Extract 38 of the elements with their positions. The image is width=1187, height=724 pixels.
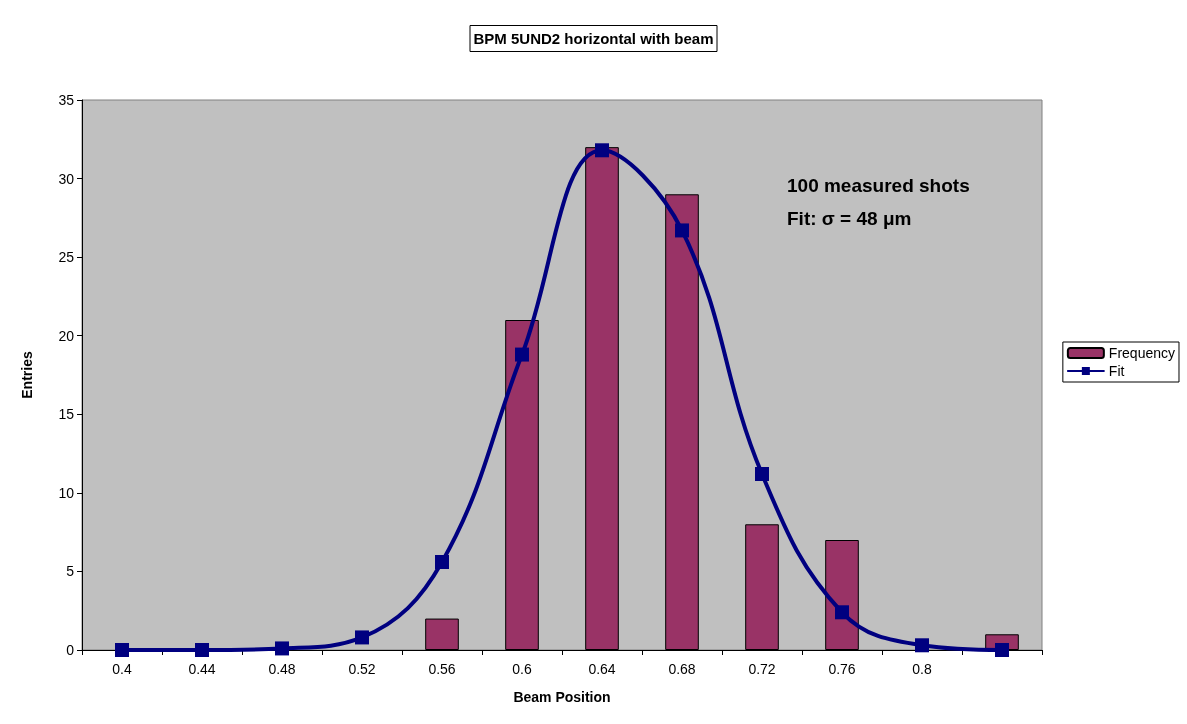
y-tick-label: 5 bbox=[66, 563, 75, 580]
point bbox=[995, 643, 1009, 657]
y-tick-label: 35 bbox=[58, 92, 75, 108]
x-tick-label: 0.52 bbox=[348, 661, 376, 677]
y-tick-label: 15 bbox=[58, 406, 75, 423]
x-tick-label: 0.72 bbox=[748, 661, 776, 677]
legend-label: Fit bbox=[1108, 363, 1125, 379]
annotation: Fit: σ = 48 μm bbox=[787, 208, 912, 229]
point bbox=[195, 643, 209, 657]
x-tick-label: 0.64 bbox=[588, 661, 616, 677]
x-tick-label: 0.48 bbox=[268, 661, 296, 677]
x-tick-label: 0.44 bbox=[188, 661, 216, 677]
y-tick-label: 20 bbox=[58, 327, 75, 344]
y-tick-label: 10 bbox=[58, 484, 75, 501]
y-tick-label: 0 bbox=[66, 642, 75, 658]
point bbox=[595, 143, 609, 158]
chart-title: BPM 5UND2 horizontal with beam bbox=[473, 30, 714, 47]
x-tick-label: 0.8 bbox=[912, 661, 932, 677]
point bbox=[355, 630, 369, 645]
point bbox=[275, 641, 289, 656]
x-tick-label: 0.76 bbox=[828, 661, 856, 677]
y-axis-title: Entries bbox=[19, 351, 35, 399]
x-axis-title: Beam Position bbox=[513, 689, 611, 705]
x-tick-label: 0.56 bbox=[428, 661, 456, 677]
point bbox=[115, 643, 129, 657]
point bbox=[675, 223, 689, 238]
point bbox=[435, 555, 449, 569]
point bbox=[515, 347, 529, 362]
annotation: 100 measured shots bbox=[787, 175, 970, 196]
y-tick-label: 25 bbox=[58, 249, 75, 266]
x-tick-label: 0.4 bbox=[112, 661, 132, 677]
point bbox=[755, 467, 769, 481]
point bbox=[915, 638, 929, 653]
x-tick-label: 0.68 bbox=[668, 661, 696, 677]
legend-label: Frequency bbox=[1108, 345, 1176, 361]
point bbox=[835, 605, 849, 620]
y-tick-label: 30 bbox=[58, 170, 75, 187]
x-tick-label: 0.6 bbox=[512, 661, 532, 677]
